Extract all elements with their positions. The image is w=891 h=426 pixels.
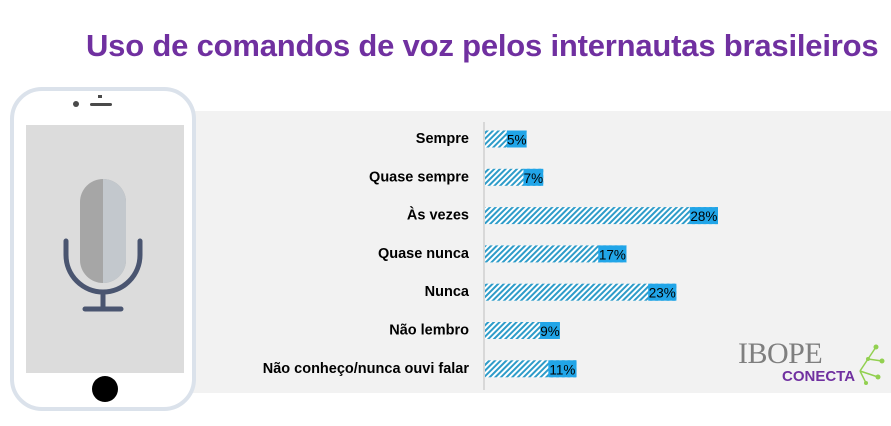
bar <box>485 207 718 225</box>
value-label-box <box>598 245 627 263</box>
microphone-icon <box>63 179 143 312</box>
category-label: Não lembro <box>389 323 469 339</box>
value-label: 5% <box>507 133 527 148</box>
value-label: 11% <box>549 362 575 377</box>
value-label-box <box>548 360 577 378</box>
value-label-box <box>523 168 544 186</box>
ibope-logo: IBOPE CONECTA <box>738 337 888 395</box>
logo-brand: IBOPE <box>738 337 823 370</box>
value-label: 9% <box>540 324 560 339</box>
value-label: 23% <box>649 286 676 301</box>
category-label: Quase sempre <box>369 169 469 185</box>
value-label: 7% <box>524 171 544 186</box>
category-label: Não conheço/nunca ouvi falar <box>263 361 470 377</box>
category-label: Nunca <box>425 284 470 300</box>
bar <box>485 245 627 263</box>
logo-sub: CONECTA <box>782 368 856 385</box>
category-label: Quase nunca <box>378 246 470 262</box>
value-label-box <box>689 207 718 225</box>
value-label-box <box>540 322 560 339</box>
ibope-logo-mark <box>859 344 885 385</box>
chart-title: Uso de comandos de voz pelos internautas… <box>86 28 879 63</box>
value-label-box <box>506 130 527 148</box>
bar <box>485 283 677 301</box>
phone-icon <box>10 87 196 411</box>
category-label: Sempre <box>416 131 469 147</box>
value-label-box <box>648 283 677 301</box>
value-label: 17% <box>599 247 626 262</box>
category-label: Às vezes <box>407 207 469 224</box>
value-label: 28% <box>690 209 717 224</box>
